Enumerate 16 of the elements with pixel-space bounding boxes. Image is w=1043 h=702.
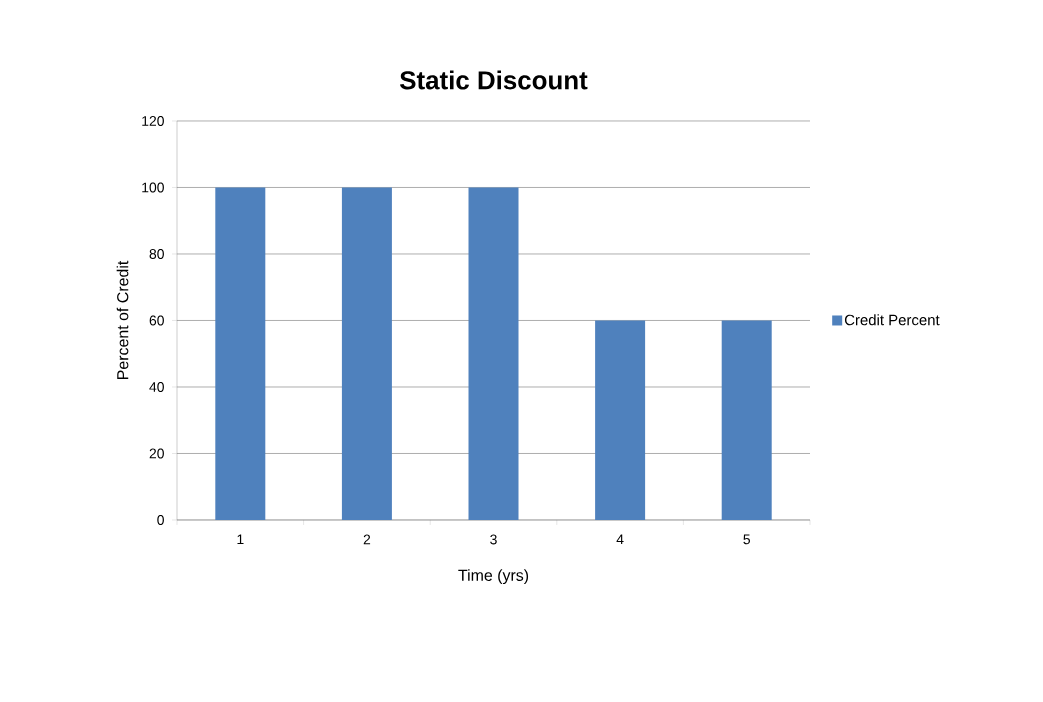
x-tick-label: 2 bbox=[363, 534, 371, 545]
y-tick-label: 20 bbox=[149, 448, 164, 459]
y-tick-label: 80 bbox=[149, 249, 164, 259]
y-tick-label: 100 bbox=[142, 182, 164, 193]
chart-title: Static Discount bbox=[399, 70, 588, 90]
x-axis-title: Time (yrs) bbox=[458, 569, 529, 585]
x-tick-label: 3 bbox=[490, 534, 497, 545]
x-tick-label: 4 bbox=[616, 534, 624, 545]
y-tick-label: 60 bbox=[149, 315, 164, 326]
x-tick-label: 1 bbox=[237, 534, 244, 545]
y-tick-label: 0 bbox=[157, 515, 164, 525]
x-tick-label: 5 bbox=[743, 534, 750, 545]
y-axis-title: Percent of Credit bbox=[116, 260, 129, 379]
legend-label: Credit Percent bbox=[844, 314, 940, 326]
y-tick-label: 40 bbox=[149, 382, 164, 392]
y-tick-label: 120 bbox=[142, 116, 164, 126]
